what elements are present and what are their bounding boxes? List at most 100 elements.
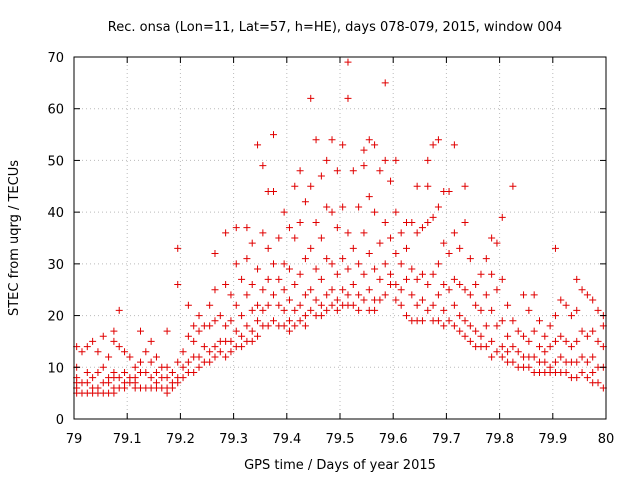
data-point	[498, 343, 506, 351]
data-point	[466, 337, 474, 345]
data-point	[110, 327, 118, 335]
data-point	[137, 327, 144, 335]
data-point	[578, 327, 586, 335]
data-point	[168, 368, 176, 376]
data-point	[227, 348, 235, 356]
data-point	[349, 301, 357, 309]
data-point	[227, 317, 235, 325]
data-point	[312, 265, 320, 273]
data-point	[589, 368, 597, 376]
data-point	[280, 260, 288, 268]
data-point	[216, 312, 224, 320]
data-point	[509, 317, 517, 325]
data-point	[312, 218, 320, 226]
data-point	[307, 244, 315, 252]
data-point	[184, 358, 192, 366]
data-point	[589, 296, 597, 304]
data-point	[594, 337, 602, 345]
data-point	[573, 275, 581, 283]
data-point	[530, 327, 538, 335]
data-point	[583, 291, 591, 299]
data-point	[461, 182, 469, 190]
data-point	[222, 229, 230, 237]
data-point	[83, 368, 91, 376]
data-point	[83, 343, 91, 351]
x-tick-label: 79.6	[379, 432, 408, 447]
data-point	[296, 317, 304, 325]
data-point	[461, 332, 469, 340]
data-point	[89, 337, 97, 345]
data-point	[190, 337, 198, 345]
data-point	[360, 229, 368, 237]
data-point	[562, 337, 570, 345]
data-point	[440, 239, 448, 247]
data-point	[152, 353, 160, 361]
data-point	[142, 368, 150, 376]
data-point	[275, 301, 283, 309]
data-point	[387, 234, 395, 242]
data-point	[589, 353, 597, 361]
data-point	[589, 327, 597, 335]
data-point	[333, 270, 341, 278]
data-point	[381, 291, 389, 299]
x-tick-label: 79.7	[432, 432, 461, 447]
data-point	[376, 239, 384, 247]
data-point	[509, 358, 517, 366]
data-point	[291, 234, 299, 242]
data-point	[450, 141, 458, 149]
data-point	[339, 141, 347, 149]
data-point	[211, 317, 219, 325]
data-point	[434, 260, 442, 268]
data-point	[248, 337, 256, 345]
data-point	[546, 322, 554, 330]
data-point	[424, 182, 432, 190]
data-point	[344, 265, 352, 273]
data-point	[504, 332, 512, 340]
data-point	[121, 368, 129, 376]
data-point	[434, 136, 442, 144]
data-point	[573, 306, 581, 314]
data-point	[275, 275, 283, 283]
data-point	[163, 363, 171, 371]
data-point	[195, 327, 203, 335]
data-point	[536, 317, 543, 325]
data-point	[504, 301, 512, 309]
data-point	[418, 317, 426, 325]
data-point	[392, 156, 400, 164]
data-point	[211, 250, 219, 258]
data-point	[371, 306, 379, 314]
data-point	[365, 286, 373, 294]
data-point	[291, 182, 299, 190]
data-point	[344, 291, 352, 299]
data-point	[418, 270, 426, 278]
data-point	[344, 229, 352, 237]
data-point	[413, 301, 421, 309]
data-point	[360, 146, 368, 154]
y-tick-label: 10	[47, 361, 64, 376]
data-point	[381, 79, 389, 87]
data-point	[387, 177, 395, 185]
data-point	[328, 208, 336, 216]
data-point	[179, 374, 187, 382]
data-point	[232, 224, 240, 232]
data-point	[541, 332, 549, 340]
y-tick-label: 40	[47, 206, 64, 221]
data-point	[275, 234, 283, 242]
data-point	[333, 306, 341, 314]
data-point	[355, 306, 363, 314]
data-point	[546, 343, 554, 351]
data-point	[567, 312, 575, 320]
x-tick-label: 79.2	[166, 432, 195, 447]
y-tick-label: 50	[47, 154, 64, 169]
data-point	[227, 337, 235, 345]
data-point	[174, 244, 182, 252]
data-point	[285, 296, 293, 304]
data-point	[195, 353, 203, 361]
data-point	[291, 306, 299, 314]
data-point	[520, 291, 528, 299]
data-point	[541, 348, 549, 356]
data-point	[115, 343, 123, 351]
data-point	[520, 332, 528, 340]
x-tick-label: 79	[66, 432, 83, 447]
